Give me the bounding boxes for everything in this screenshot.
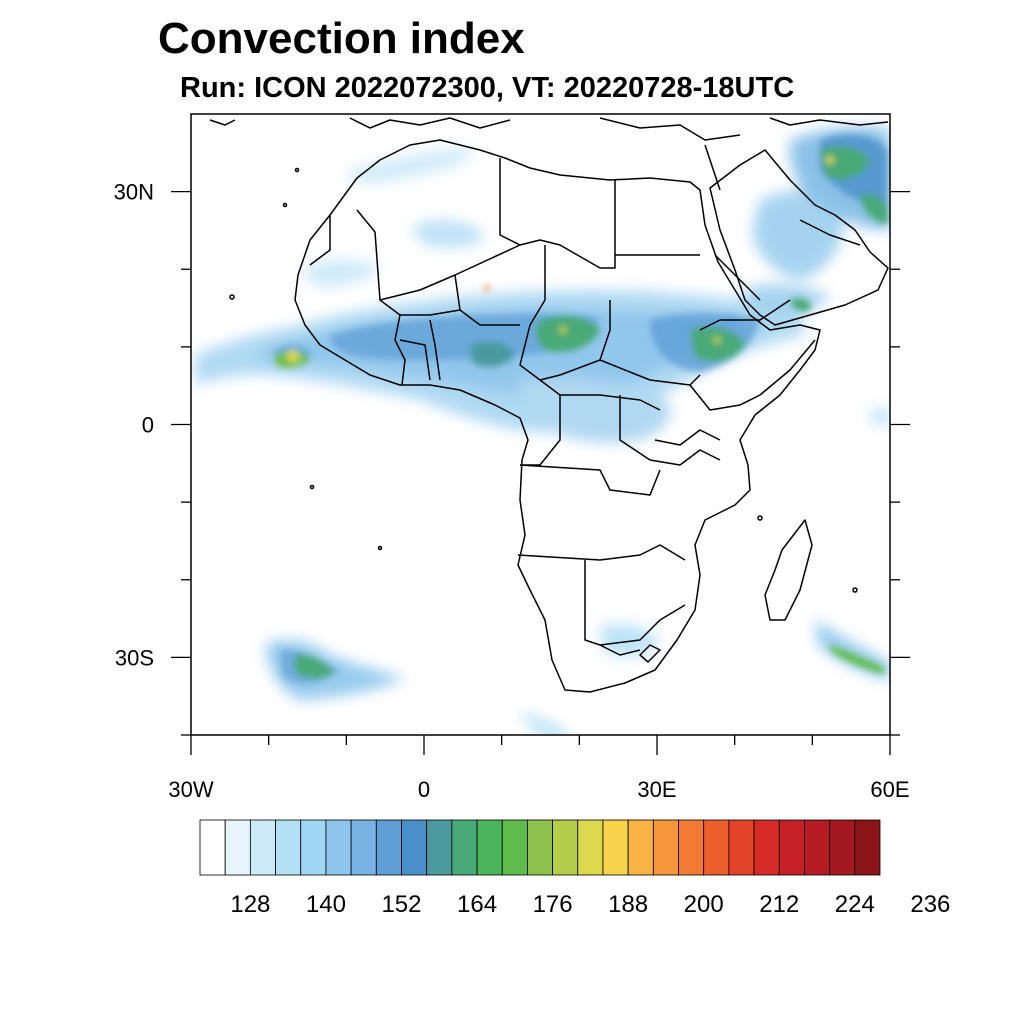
colorbar-label: 140 <box>306 891 346 918</box>
coastlines <box>209 117 889 693</box>
colorbar-swatch <box>829 819 856 876</box>
colorbar-swatch <box>451 819 478 876</box>
colorbar-swatch <box>325 819 352 876</box>
colorbar-swatch <box>652 819 679 876</box>
colorbar-swatch <box>527 819 553 876</box>
colorbar-swatch <box>627 819 654 876</box>
convection-field <box>195 127 890 735</box>
colorbar-label: 212 <box>759 891 799 918</box>
colorbar-swatch <box>753 819 780 876</box>
colorbar-label: 236 <box>910 891 950 918</box>
colorbar-label: 176 <box>533 891 573 918</box>
colorbar-swatch <box>577 819 604 876</box>
colorbar-swatch <box>602 819 629 876</box>
colorbar-label: 224 <box>835 891 875 918</box>
colorbar-swatch <box>249 819 276 876</box>
colorbar-swatch <box>300 819 327 876</box>
figure-subtitle: Run: ICON 2022072300, VT: 20220728-18UTC <box>180 72 795 104</box>
colorbar-swatch <box>804 819 831 876</box>
lon-tick-label: 0 <box>418 777 430 802</box>
colorbar-label: 152 <box>381 891 421 918</box>
colorbar-swatch <box>854 819 881 876</box>
colorbar-swatch <box>401 819 428 876</box>
colorbar-label: 188 <box>608 891 648 918</box>
colorbar-swatch <box>426 819 453 876</box>
colorbar-swatch <box>375 819 402 876</box>
lat-tick-label: 0 <box>142 413 154 438</box>
colorbar-swatch <box>199 819 226 876</box>
colorbar-swatch <box>728 819 755 876</box>
colorbar-swatch <box>224 819 251 876</box>
axis-ticks: 30W 0 30E 60E 30N 0 30S <box>114 180 910 802</box>
colorbar-swatch <box>350 819 377 876</box>
colorbar-swatch <box>778 819 805 876</box>
colorbar-label: 164 <box>457 891 497 918</box>
lon-tick-label: 60E <box>870 777 909 802</box>
colorbar-swatch <box>552 819 579 876</box>
colorbar-label: 200 <box>684 891 724 918</box>
colorbar: 128 140 152 164 176 188 200 212 224 236 <box>199 819 950 918</box>
lon-tick-label: 30E <box>637 777 676 802</box>
colorbar-swatch <box>275 819 302 876</box>
colorbar-swatch <box>501 819 528 876</box>
colorbar-swatch <box>678 819 705 876</box>
lat-tick-label: 30N <box>114 180 154 205</box>
colorbar-swatch <box>703 819 730 876</box>
colorbar-swatch <box>476 819 503 876</box>
figure-title: Convection index <box>158 14 525 63</box>
colorbar-label: 128 <box>230 891 270 918</box>
lon-tick-label: 30W <box>168 777 213 802</box>
lat-tick-label: 30S <box>115 645 154 670</box>
